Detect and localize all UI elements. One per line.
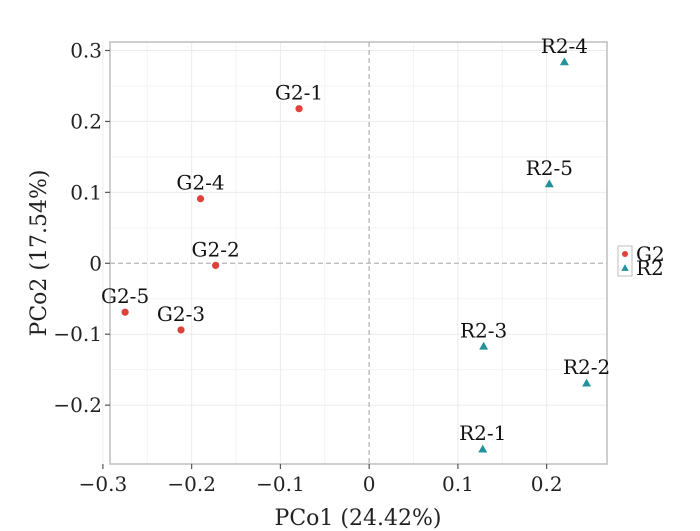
label-g2-1: G2-1 — [275, 81, 323, 105]
point-r2-3 — [479, 341, 489, 350]
plot-background — [110, 42, 607, 464]
label-r2-2: R2-2 — [563, 355, 610, 379]
legend-box — [617, 245, 633, 277]
point-r2-2 — [582, 378, 592, 387]
y-axis-title: PCo2 (17.54%) — [27, 170, 52, 337]
point-r2-4 — [559, 57, 569, 66]
y-tick-label: 0.1 — [70, 180, 102, 204]
label-r2-5: R2-5 — [526, 156, 573, 180]
point-labels: G2-1 G2-4 G2-2 G2-5 G2-3 R2-4 R2-5 R2-3 R2-2 R2-1 — [101, 34, 610, 445]
y-tick-label: −0.1 — [53, 322, 102, 346]
y-tick-label: −0.2 — [53, 393, 102, 417]
data-points — [121, 57, 592, 453]
point-g2-1 — [295, 105, 303, 113]
x-tick-label: 0.1 — [442, 472, 474, 496]
point-r2-5 — [544, 179, 554, 188]
y-axis: −0.2 −0.1 0 0.1 0.2 0.3 — [53, 39, 110, 417]
label-r2-1: R2-1 — [459, 421, 506, 445]
x-tick-label: 0.2 — [531, 472, 563, 496]
legend-label-g2: G2 — [636, 242, 665, 266]
plot-border — [109, 41, 608, 465]
point-g2-2 — [212, 261, 220, 270]
legend-marker-r2 — [621, 264, 629, 271]
zero-lines — [110, 42, 607, 464]
label-g2-2: G2-2 — [192, 237, 240, 261]
x-tick-label: 0 — [363, 472, 376, 496]
label-g2-3: G2-3 — [157, 302, 205, 326]
y-tick-label: 0.2 — [70, 109, 102, 133]
legend-marker-g2 — [622, 251, 628, 257]
label-r2-3: R2-3 — [460, 318, 507, 342]
point-r2-1 — [478, 444, 488, 453]
y-tick-label: 0.3 — [70, 39, 102, 63]
point-g2-5 — [121, 308, 129, 316]
x-tick-label: −0.3 — [79, 472, 128, 496]
x-axis: −0.3 −0.2 −0.1 0 0.1 0.2 — [79, 464, 563, 496]
grid — [102, 42, 607, 464]
label-g2-4: G2-4 — [176, 171, 224, 195]
label-r2-4: R2-4 — [541, 34, 588, 58]
legend-label-r2: R2 — [636, 256, 664, 280]
point-g2-4 — [196, 195, 205, 203]
x-tick-label: −0.2 — [167, 472, 216, 496]
x-tick-label: −0.1 — [256, 472, 305, 496]
x-axis-title: PCo1 (24.42%) — [275, 506, 442, 531]
y-tick-label: 0 — [89, 251, 102, 275]
label-g2-5: G2-5 — [101, 284, 149, 308]
point-g2-3 — [177, 326, 185, 334]
